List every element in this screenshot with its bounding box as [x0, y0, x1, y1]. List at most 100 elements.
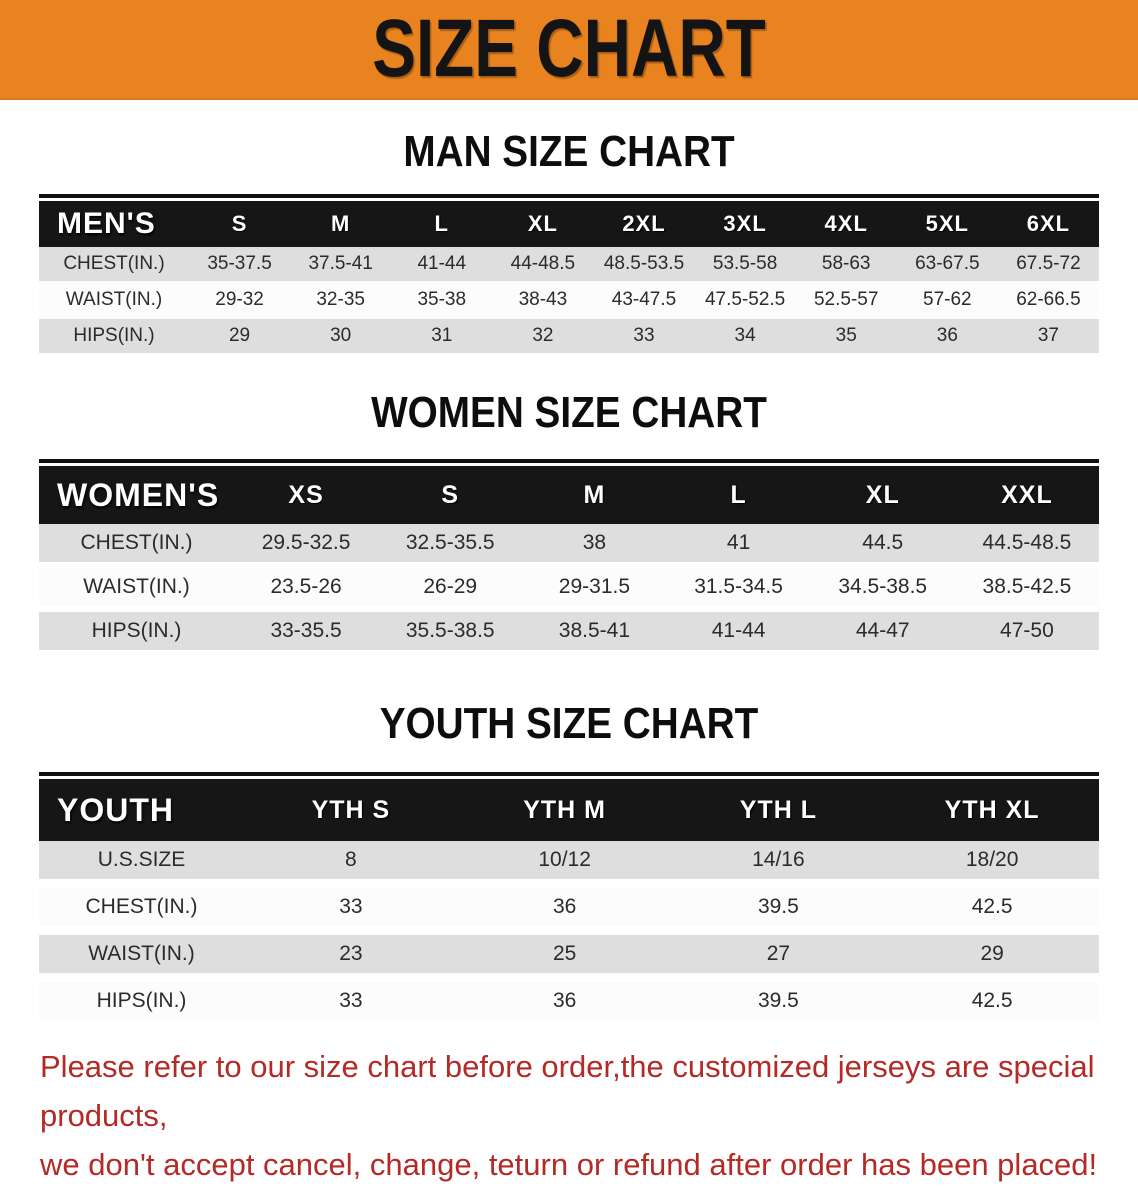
size-value-cell: 44-47 [855, 619, 910, 642]
size-column-header: YTH S [311, 795, 391, 824]
women-size-table: WOMEN'S XS S M L XL XXL CHEST(IN.) 29.5-32.5 32.5… [39, 459, 1099, 650]
row-label-cell: WAIST(IN.) [65, 289, 163, 310]
size-column-header: XS [288, 480, 324, 509]
size-value-cell: 32 [532, 325, 554, 346]
size-value-cell: 38 [582, 531, 607, 554]
disclaimer-line-2: we don't accept cancel, change, teturn o… [40, 1147, 1098, 1182]
size-value-cell: 31.5-34.5 [694, 575, 783, 598]
size-value-cell: 47.5-52.5 [704, 289, 786, 310]
size-value-cell: 37 [1037, 325, 1059, 346]
table-category-label: MEN'S [57, 207, 156, 240]
size-column-header: YTH L [739, 795, 817, 824]
row-label-cell: U.S.SIZE [97, 848, 186, 871]
size-value-cell: 52.5-57 [813, 289, 879, 310]
table-row: HIPS(IN.) 33-35.5 35.5-38.5 38.5-41 41-44 44-… [39, 612, 1099, 650]
size-value-cell: 38-43 [518, 289, 568, 310]
size-column-header: S [231, 211, 248, 236]
size-value-cell: 57-62 [923, 289, 972, 310]
youth-size-section: YOUTH SIZE CHART YOUTH YTH S YTH M YTH L YTH… [0, 702, 1138, 1020]
size-column-header: YTH XL [944, 795, 1040, 824]
table-row: U.S.SIZE 8 10/12 14/16 18/20 [39, 841, 1099, 879]
size-value-cell: 35 [835, 325, 857, 346]
row-label-cell: WAIST(IN.) [83, 575, 190, 598]
row-label-cell: HIPS(IN.) [91, 619, 182, 642]
size-column-header: XL [865, 480, 900, 509]
size-value-cell: 41-44 [711, 619, 766, 642]
size-value-cell: 18/20 [965, 848, 1019, 871]
size-value-cell: 35-37.5 [207, 253, 272, 274]
youth-size-table: YOUTH YTH S YTH M YTH L YTH XL U.S.SIZE 8 10/12… [39, 772, 1099, 1020]
size-value-cell: 29.5-32.5 [261, 531, 351, 554]
size-column-header: 4XL [824, 211, 868, 236]
size-value-cell: 44.5 [862, 531, 904, 554]
size-value-cell: 67.5-72 [1016, 253, 1081, 274]
size-value-cell: 47-50 [1000, 619, 1054, 642]
size-value-cell: 36 [552, 895, 577, 918]
table-category-label: WOMEN'S [57, 476, 220, 513]
disclaimer: Please refer to our size chart before or… [40, 1042, 1138, 1189]
size-column-header: L [730, 480, 747, 509]
men-section-heading: MAN SIZE CHART [403, 127, 735, 176]
row-label-cell: CHEST(IN.) [85, 895, 198, 918]
table-row: CHEST(IN.) 29.5-32.5 32.5-35.5 38 41 44.5 44.5… [39, 524, 1099, 562]
size-value-cell: 44.5-48.5 [982, 531, 1072, 554]
size-value-cell: 27 [766, 942, 791, 965]
size-column-header: YTH M [523, 795, 607, 824]
size-value-cell: 29-31.5 [558, 575, 631, 598]
size-column-header: 2XL [622, 211, 666, 236]
row-label-cell: CHEST(IN.) [80, 531, 193, 554]
women-size-section: WOMEN SIZE CHART WOMEN'S XS S M L XL XXL CHEST(… [0, 391, 1138, 650]
table-header-row: MEN'S S M L XL 2XL 3XL 4XL 5XL 6XL [39, 201, 1099, 247]
size-value-cell: 10/12 [538, 848, 591, 871]
size-value-cell: 36 [552, 989, 577, 1012]
size-value-cell: 44-48.5 [510, 253, 576, 274]
table-row: CHEST(IN.) 35-37.5 37.5-41 41-44 44-48.5 48.5… [39, 247, 1099, 281]
size-value-cell: 53.5-58 [712, 253, 778, 274]
size-value-cell: 39.5 [757, 989, 799, 1012]
size-value-cell: 37.5-41 [308, 253, 373, 274]
size-column-header: M [331, 211, 351, 236]
size-column-header: XXL [1001, 480, 1053, 509]
table-category-label: YOUTH [57, 791, 174, 828]
size-column-header: 5XL [925, 211, 969, 236]
size-value-cell: 26-29 [423, 575, 478, 598]
table-header-row: WOMEN'S XS S M L XL XXL [39, 466, 1099, 524]
row-label-cell: WAIST(IN.) [88, 942, 195, 965]
table-row: HIPS(IN.) 33 36 39.5 42.5 [39, 982, 1099, 1020]
size-value-cell: 42.5 [971, 895, 1013, 918]
row-label-cell: CHEST(IN.) [63, 253, 165, 274]
size-value-cell: 29 [228, 325, 251, 346]
size-value-cell: 38.5-41 [558, 619, 631, 642]
size-column-header: 6XL [1026, 211, 1071, 236]
size-column-header: 3XL [723, 211, 767, 236]
table-row: CHEST(IN.) 33 36 39.5 42.5 [39, 888, 1099, 926]
size-value-cell: 35-38 [417, 289, 467, 310]
row-label-cell: HIPS(IN.) [73, 325, 155, 346]
size-column-header: M [583, 480, 606, 509]
size-value-cell: 62-66.5 [1016, 289, 1081, 310]
size-value-cell: 41-44 [417, 253, 467, 274]
size-value-cell: 41 [726, 531, 751, 554]
disclaimer-line-1: Please refer to our size chart before or… [40, 1049, 1095, 1133]
size-value-cell: 33 [339, 989, 363, 1012]
size-value-cell: 34.5-38.5 [838, 575, 928, 598]
table-row: WAIST(IN.) 29-32 32-35 35-38 38-43 43-47.5 47.… [39, 283, 1099, 317]
size-value-cell: 58-63 [821, 253, 871, 274]
size-value-cell: 23.5-26 [270, 575, 342, 598]
table-header-row: YOUTH YTH S YTH M YTH L YTH XL [39, 779, 1099, 841]
size-value-cell: 32-35 [316, 289, 365, 310]
size-value-cell: 42.5 [971, 989, 1013, 1012]
youth-section-heading: YOUTH SIZE CHART [379, 699, 759, 748]
size-value-cell: 33 [339, 895, 363, 918]
size-value-cell: 8 [345, 848, 357, 871]
page-title: SIZE CHART [372, 3, 766, 94]
size-value-cell: 31 [431, 325, 453, 346]
banner: SIZE CHART [0, 0, 1138, 100]
size-value-cell: 29-32 [215, 289, 264, 310]
size-value-cell: 32.5-35.5 [405, 531, 495, 554]
size-column-header: S [441, 480, 460, 509]
size-column-header: XL [527, 211, 558, 236]
row-label-cell: HIPS(IN.) [96, 989, 187, 1012]
men-size-table: MEN'S S M L XL 2XL 3XL 4XL 5XL 6XL CHEST(IN.) 35-37… [39, 194, 1099, 353]
